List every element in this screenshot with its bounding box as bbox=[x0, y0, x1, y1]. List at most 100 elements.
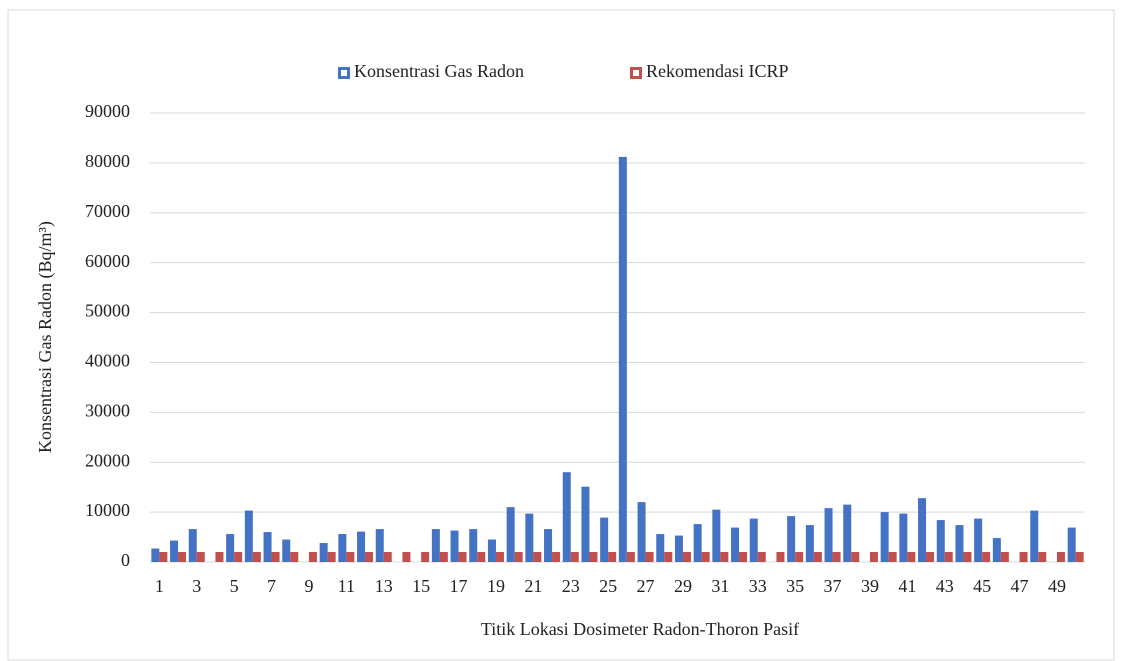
bar bbox=[608, 552, 617, 562]
bar bbox=[421, 552, 430, 562]
y-tick-label: 40000 bbox=[85, 351, 130, 371]
bar bbox=[626, 552, 635, 562]
bar bbox=[365, 552, 374, 562]
y-tick-label: 30000 bbox=[85, 400, 130, 420]
bar bbox=[674, 535, 683, 562]
bar bbox=[974, 518, 983, 562]
bar bbox=[918, 498, 927, 562]
x-tick-label: 1 bbox=[155, 576, 164, 596]
bar bbox=[188, 529, 197, 562]
bar bbox=[170, 540, 179, 562]
x-tick-label: 25 bbox=[599, 576, 617, 596]
bar bbox=[469, 529, 478, 562]
bar bbox=[159, 552, 168, 562]
bar bbox=[926, 552, 935, 562]
bar bbox=[282, 539, 291, 562]
bar bbox=[1075, 552, 1084, 562]
bar bbox=[739, 552, 748, 562]
x-tick-label: 43 bbox=[936, 576, 954, 596]
y-axis-title: Konsentrasi Gas Radon (Bq/m³) bbox=[35, 221, 56, 453]
bar bbox=[439, 552, 448, 562]
x-tick-label: 11 bbox=[338, 576, 355, 596]
bar bbox=[589, 552, 598, 562]
bar bbox=[1067, 527, 1076, 562]
bar bbox=[805, 525, 814, 562]
bar bbox=[682, 552, 691, 562]
bar bbox=[215, 552, 224, 562]
bar bbox=[487, 539, 496, 562]
y-tick-label: 50000 bbox=[85, 301, 130, 321]
bar bbox=[757, 552, 766, 562]
x-axis-title: Titik Lokasi Dosimeter Radon-Thoron Pasi… bbox=[481, 619, 799, 639]
x-tick-label: 17 bbox=[450, 576, 468, 596]
x-tick-label: 41 bbox=[898, 576, 916, 596]
bar bbox=[776, 552, 785, 562]
bar bbox=[346, 552, 355, 562]
x-tick-label: 9 bbox=[304, 576, 313, 596]
y-tick-label: 10000 bbox=[85, 500, 130, 520]
bar bbox=[888, 552, 897, 562]
bar bbox=[252, 552, 261, 562]
bar bbox=[226, 534, 235, 562]
bar bbox=[693, 524, 702, 562]
x-tick-label: 47 bbox=[1011, 576, 1029, 596]
bar bbox=[1019, 552, 1028, 562]
bar bbox=[813, 552, 822, 562]
bar bbox=[701, 552, 710, 562]
bar bbox=[431, 529, 440, 562]
bar bbox=[600, 517, 609, 562]
x-tick-label: 45 bbox=[973, 576, 991, 596]
bar bbox=[383, 552, 392, 562]
bar bbox=[402, 552, 411, 562]
bar bbox=[570, 552, 579, 562]
bar bbox=[506, 507, 515, 562]
bar bbox=[1038, 552, 1047, 562]
bar bbox=[263, 532, 272, 562]
x-tick-label: 37 bbox=[824, 576, 842, 596]
x-tick-label: 49 bbox=[1048, 576, 1066, 596]
bar bbox=[450, 530, 459, 562]
x-tick-label: 21 bbox=[524, 576, 542, 596]
x-tick-label: 31 bbox=[711, 576, 729, 596]
bar bbox=[581, 486, 590, 562]
bar bbox=[151, 548, 160, 562]
bar bbox=[1030, 510, 1039, 562]
x-tick-label: 33 bbox=[749, 576, 767, 596]
bar bbox=[944, 552, 953, 562]
bar bbox=[899, 513, 908, 562]
bar bbox=[1000, 552, 1009, 562]
bar bbox=[327, 552, 336, 562]
x-tick-label: 27 bbox=[637, 576, 655, 596]
x-tick-label: 35 bbox=[786, 576, 804, 596]
y-tick-label: 0 bbox=[121, 550, 130, 570]
bar bbox=[338, 534, 347, 562]
bar bbox=[234, 552, 243, 562]
bar bbox=[196, 552, 205, 562]
bar bbox=[982, 552, 991, 562]
bar bbox=[271, 552, 280, 562]
bar bbox=[869, 552, 878, 562]
bar bbox=[533, 552, 542, 562]
legend-label: Konsentrasi Gas Radon bbox=[354, 61, 524, 81]
bar bbox=[787, 516, 796, 562]
bar bbox=[618, 156, 627, 562]
bar bbox=[963, 552, 972, 562]
x-tick-label: 5 bbox=[230, 576, 239, 596]
bar bbox=[656, 534, 665, 562]
bar bbox=[645, 552, 654, 562]
bar bbox=[712, 509, 721, 562]
x-tick-label: 19 bbox=[487, 576, 505, 596]
bar bbox=[731, 527, 740, 562]
bar bbox=[1056, 552, 1065, 562]
bar bbox=[290, 552, 299, 562]
x-tick-label: 15 bbox=[412, 576, 430, 596]
y-tick-label: 80000 bbox=[85, 151, 130, 171]
bar bbox=[178, 552, 187, 562]
bar bbox=[795, 552, 804, 562]
bar bbox=[843, 504, 852, 562]
x-tick-label: 13 bbox=[375, 576, 393, 596]
x-tick-label: 3 bbox=[192, 576, 201, 596]
x-tick-label: 29 bbox=[674, 576, 692, 596]
bar bbox=[525, 513, 534, 562]
